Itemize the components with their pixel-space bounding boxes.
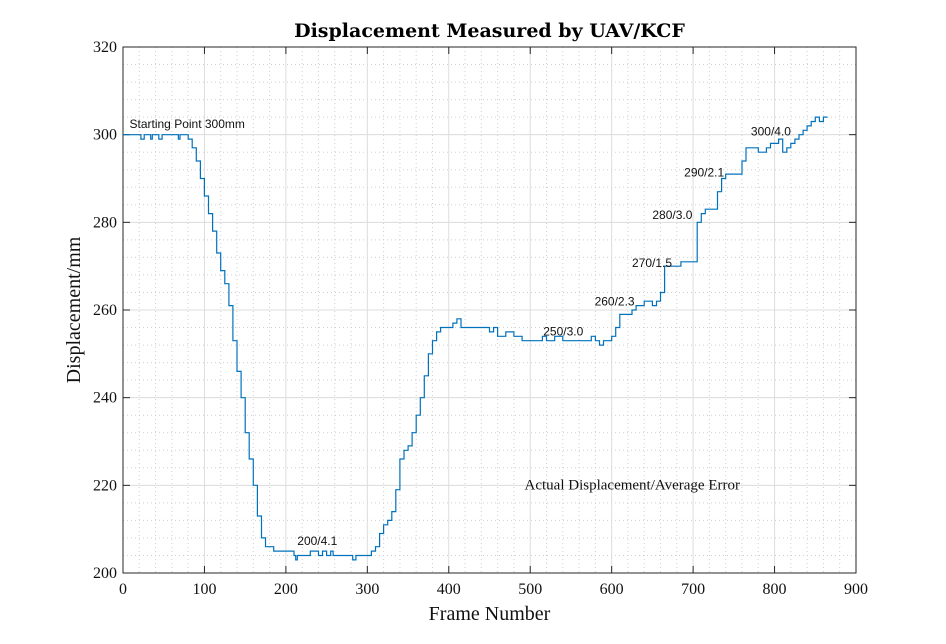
x-tick-label: 300	[355, 581, 379, 598]
annotations: Starting Point 300mm 200/4.1 250/3.0 260/2.…	[130, 117, 792, 548]
annotation-label: 200/4.1	[297, 534, 337, 548]
y-axis-label: Displacement/mm	[63, 236, 85, 383]
annotation-label: 270/1.5	[632, 256, 672, 270]
x-tick-label: 400	[437, 581, 461, 598]
x-axis-label: Frame Number	[429, 603, 551, 625]
annotation-label: Actual Displacement/Average Error	[525, 478, 740, 494]
annotation-label: 280/3.0	[652, 208, 692, 222]
annotation-label: 250/3.0	[543, 324, 583, 338]
y-tick-label: 200	[93, 565, 117, 582]
x-tick-label: 600	[600, 581, 624, 598]
y-tick-label: 220	[93, 477, 117, 494]
axis-ticks: 0 100 200 300 400 500 600 700 800 900 200 220 240 260…	[93, 39, 868, 598]
y-tick-label: 240	[93, 390, 117, 407]
annotation-label: Starting Point 300mm	[130, 117, 245, 131]
annotation-label: 260/2.3	[595, 295, 635, 309]
annotation-label: 300/4.0	[751, 125, 791, 139]
annotation-label: 290/2.1	[684, 166, 724, 180]
chart-title: Displacement Measured by UAV/KCF	[294, 20, 685, 42]
y-tick-label: 260	[93, 302, 117, 319]
x-tick-label: 200	[274, 581, 298, 598]
x-tick-label: 500	[518, 581, 542, 598]
series-line-0	[123, 116, 828, 561]
x-tick-label: 900	[844, 581, 868, 598]
y-tick-label: 280	[93, 214, 117, 231]
x-tick-label: 100	[192, 581, 216, 598]
x-tick-label: 700	[681, 581, 705, 598]
x-tick-label: 0	[119, 581, 127, 598]
x-tick-label: 800	[763, 581, 787, 598]
y-tick-label: 300	[93, 127, 117, 144]
y-tick-label: 320	[93, 39, 117, 56]
series-layer	[123, 116, 828, 561]
